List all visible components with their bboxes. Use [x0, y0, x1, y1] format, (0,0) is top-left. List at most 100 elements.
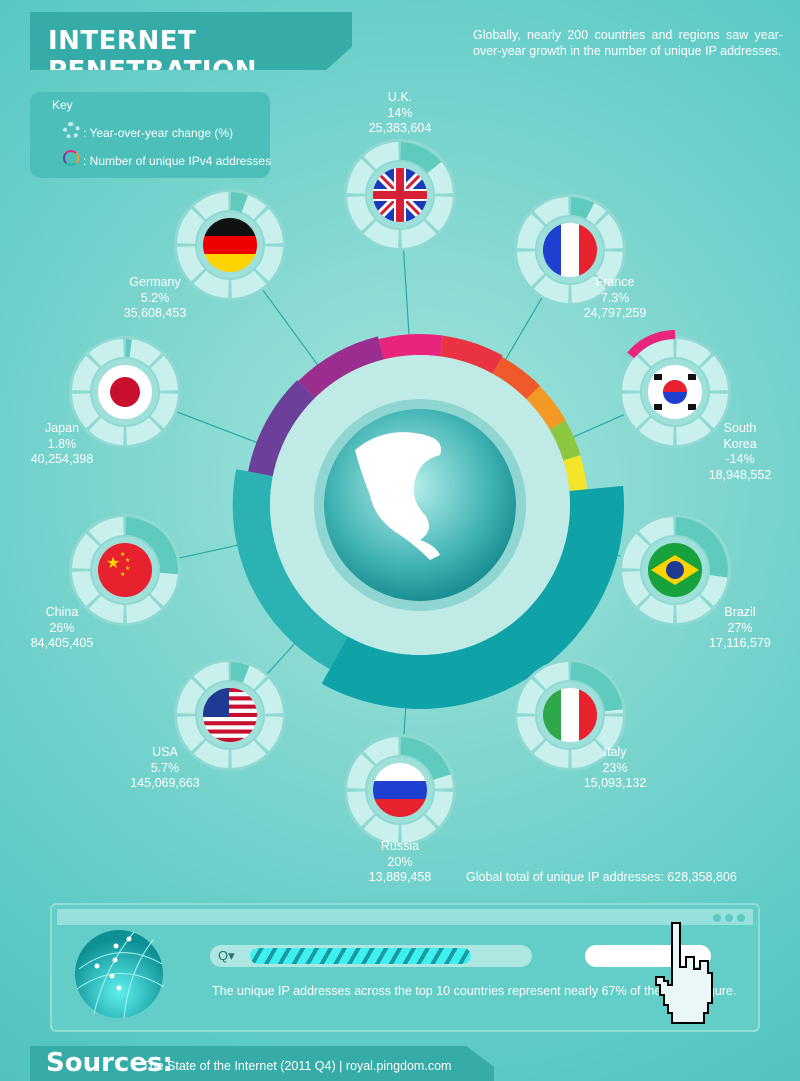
donut-segment	[347, 158, 375, 194]
svg-text:★: ★	[120, 571, 125, 578]
donut-segment	[347, 753, 375, 789]
ipv4-count-value: 17,116,579	[709, 636, 771, 650]
ipv4-segment-uk	[378, 334, 443, 360]
country-name: Russia	[380, 839, 420, 853]
donut-segment	[150, 393, 178, 429]
yoy-change-value: 7.3%	[600, 290, 630, 305]
donut-segment	[177, 246, 205, 282]
donut-segment	[193, 192, 229, 220]
donut-segment	[517, 213, 545, 249]
donut-segment	[88, 595, 124, 623]
donut-segment	[193, 270, 229, 298]
donut-segment	[177, 716, 205, 752]
donut-segment	[638, 595, 674, 623]
svg-text:★: ★	[125, 565, 130, 572]
donut-segment	[193, 740, 229, 768]
uk-flag-icon	[373, 168, 427, 222]
ipv4-segment-usa	[321, 485, 624, 709]
country-label-usa: USA 5.7% 145,069,663	[105, 745, 225, 792]
country-label-russia: Russia 20% 13,889,458	[340, 839, 460, 886]
browser-titlebar	[57, 909, 753, 925]
ipv4-count-value: 25,383,604	[368, 121, 432, 135]
share-note: The unique IP addresses across the top 1…	[212, 984, 737, 998]
country-name: Korea	[723, 436, 757, 451]
donut-segment	[638, 339, 674, 367]
legend: Key : Year-over-year change (%) : Number…	[30, 92, 271, 178]
yoy-change-mark	[400, 142, 442, 174]
yoy-change-value: 5.2%	[140, 290, 170, 305]
country-name: Germany	[129, 275, 181, 289]
country-name: South	[723, 421, 757, 435]
yoy-change-mark	[230, 192, 248, 213]
country-name: USA	[152, 745, 178, 759]
ipv4-segment-brazil	[526, 386, 566, 430]
ipv4-count-value: 35,608,453	[123, 306, 187, 320]
search-icon: Q▾	[218, 948, 235, 963]
ring-icon	[63, 150, 79, 166]
search-bar[interactable]: Q▾	[210, 945, 532, 967]
country-label-japan: Japan 1.8% 40,254,398	[2, 421, 122, 468]
country-label-france: France 7.3% 24,797,259	[555, 275, 675, 322]
donut-segment	[517, 678, 545, 714]
country-name: Italy	[603, 745, 627, 759]
donut-segment	[517, 251, 545, 287]
network-globe-icon	[75, 930, 164, 1019]
country-italy	[514, 659, 626, 771]
country-name: U.K.	[387, 90, 413, 104]
radial-chart: ★ ★★★★	[69, 139, 731, 846]
donut-segment	[638, 417, 674, 445]
yoy-change-mark	[675, 517, 728, 578]
yoy-change-mark	[125, 339, 132, 358]
yoy-change-mark	[125, 517, 178, 575]
yoy-change-value: 5.7%	[150, 760, 180, 775]
donut-segment	[72, 393, 100, 429]
donut-segment	[255, 678, 283, 714]
page-title: INTERNET PENETRATION	[48, 26, 257, 86]
ipv4-segment-china	[232, 469, 348, 670]
donut-segment	[88, 339, 124, 367]
donut-segment	[363, 142, 399, 170]
country-label-korea: South Korea -14% 18,948,552	[680, 421, 800, 483]
yoy-change-value: -14%	[725, 452, 755, 466]
donut-segment	[622, 533, 650, 569]
donut-segment	[425, 196, 453, 232]
country-brazil	[619, 514, 731, 626]
donut-segment	[638, 517, 674, 545]
ipv4-count-value: 145,069,663	[130, 776, 200, 790]
yoy-change-mark	[570, 662, 623, 712]
country-label-uk: U.K. 14% 25,383,604	[340, 90, 460, 137]
yoy-change-value: 14%	[387, 105, 413, 120]
donut-segment	[126, 339, 162, 367]
yoy-change-mark	[570, 197, 595, 219]
svg-text:★: ★	[125, 557, 130, 564]
donut-segment	[533, 740, 569, 768]
donut-segment	[595, 213, 623, 249]
country-label-brazil: Brazil 27% 17,116,579	[680, 605, 800, 652]
donut-segment	[126, 595, 162, 623]
country-label-germany: Germany 5.2% 35,608,453	[95, 275, 215, 322]
donut-segment	[700, 571, 728, 607]
ipv4-segment-korea	[492, 356, 541, 400]
country-name: China	[45, 605, 79, 619]
italy-flag-icon	[543, 688, 597, 742]
country-name: France	[595, 275, 635, 289]
donut-segment	[72, 571, 100, 607]
donut-segment	[571, 740, 607, 768]
donut-segment	[622, 355, 650, 391]
ipv4-count-value: 18,948,552	[708, 467, 772, 482]
continent-shape	[355, 432, 441, 560]
donut-segment	[347, 791, 375, 827]
country-name: Japan	[44, 421, 80, 435]
donut-segment	[255, 246, 283, 282]
russia-flag-icon	[373, 763, 427, 817]
svg-text:★: ★	[120, 551, 125, 558]
ipv4-segment-russia	[563, 455, 588, 491]
title-banner: INTERNET PENETRATION	[30, 12, 352, 70]
country-label-china: China 26% 84,405,405	[2, 605, 122, 652]
yoy-change-mark	[230, 662, 250, 683]
window-dots	[713, 914, 745, 922]
intro-text: Globally, nearly 200 countries and regio…	[473, 28, 783, 58]
donut-segment	[401, 815, 437, 843]
donut-segment	[72, 533, 100, 569]
donut-segment	[676, 339, 712, 367]
